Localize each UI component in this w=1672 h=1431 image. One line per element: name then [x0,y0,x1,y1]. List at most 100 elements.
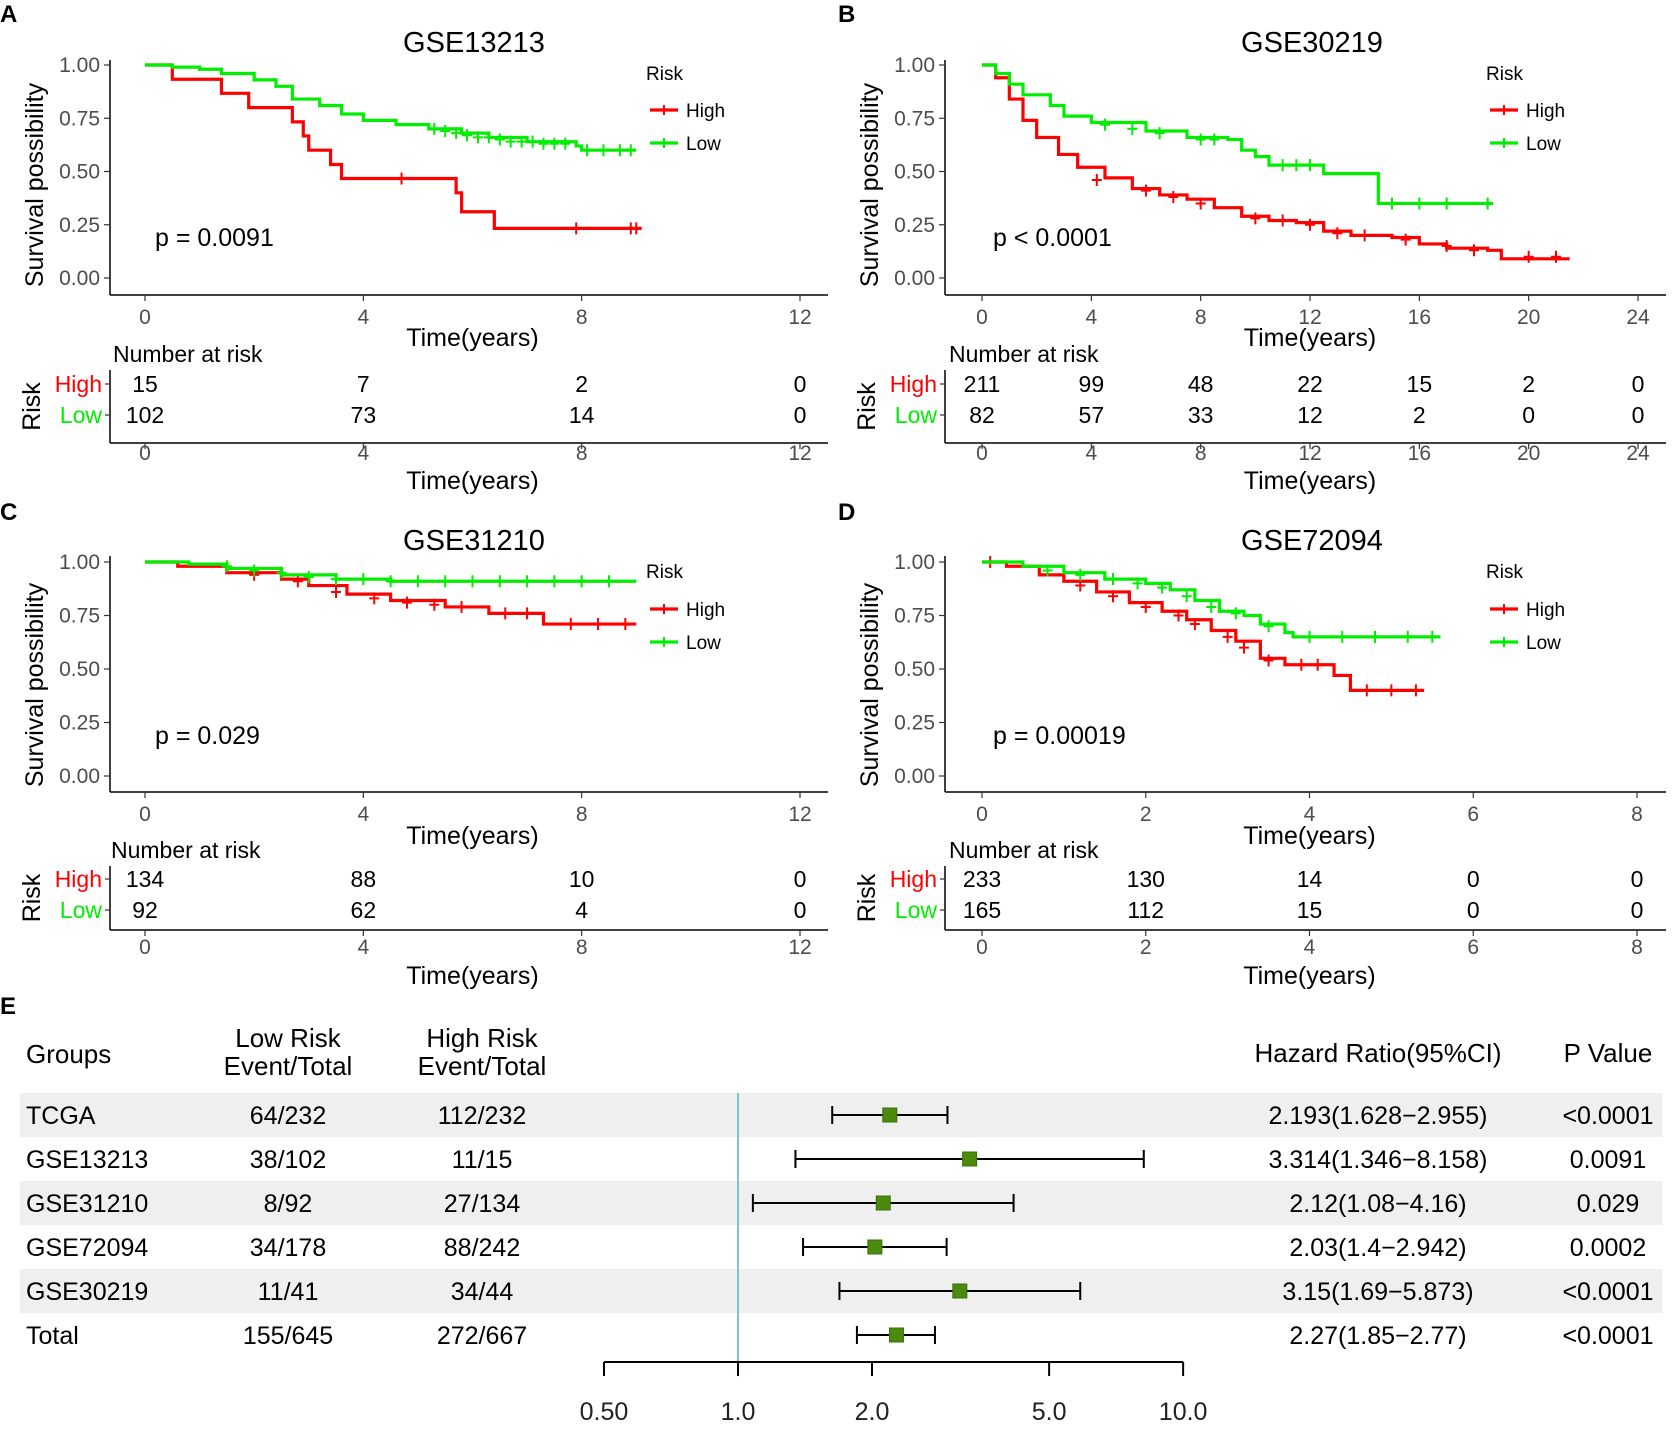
legend-label-low: Low [686,633,721,654]
risk-x-tick-label: 0 [139,442,151,465]
forest-low-event-total: 38/102 [250,1146,326,1174]
risk-count: 130 [1127,866,1165,892]
risk-x-tick-label: 8 [576,442,588,465]
forest-high-event-total: 34/44 [451,1278,514,1306]
censor-mark-high [1250,212,1261,225]
censor-mark-high [593,618,604,631]
x-tick-label: 6 [1467,803,1479,826]
censor-mark-high [500,607,511,620]
risk-x-tick-label: 24 [1626,442,1650,465]
censor-mark-high [1189,618,1200,631]
censor-mark-high [331,585,342,598]
legend-censor-mark [659,604,669,614]
censor-mark-high [1173,609,1184,622]
censor-mark-high [429,598,440,611]
y-tick-label: 0.00 [59,765,100,788]
censor-mark-high [1222,630,1233,643]
censor-mark-low [462,129,473,142]
x-tick-label: 2 [1140,803,1152,826]
panel-letter: A [0,1,17,28]
risk-table-title: Number at risk [949,341,1099,367]
risk-x-tick-label: 4 [357,442,369,465]
x-axis-title: Time(years) [406,822,538,850]
risk-table-x-title: Time(years) [406,467,538,495]
legend-censor-mark [1499,105,1509,115]
risk-count: 0 [1632,371,1645,397]
censor-mark-high [1168,191,1179,204]
survival-curve-high [145,63,642,230]
risk-row-label-high: High [55,866,102,892]
legend-label-low: Low [1526,134,1561,155]
forest-hr-ci: 3.15(1.69−5.873) [1282,1278,1473,1306]
risk-count: 165 [963,897,1001,923]
forest-high-event-total: 272/667 [437,1322,527,1350]
forest-hr-ci: 2.03(1.4−2.942) [1289,1234,1466,1262]
y-tick-label: 1.00 [894,551,935,574]
y-tick-label: 0.00 [894,765,935,788]
hazard-ratio-box [882,1107,898,1123]
hazard-ratio-box [888,1327,904,1343]
y-tick-label: 0.50 [894,161,935,184]
censor-mark-low [472,131,483,144]
y-tick-label: 0.25 [59,712,100,735]
chart-title: GSE31210 [403,525,545,557]
censor-mark-low [1157,581,1168,594]
censor-mark-high [1305,218,1315,231]
censor-mark-high [1091,174,1102,187]
forest-high-event-total: 11/15 [452,1146,513,1174]
censor-mark-high [571,222,582,235]
x-tick-label: 4 [1085,306,1097,329]
risk-count: 82 [969,402,995,428]
risk-table-y-title: Risk [18,873,46,922]
x-tick-label: 8 [576,803,588,826]
forest-x-tick-label: 5.0 [1032,1398,1067,1426]
risk-table-x-title: Time(years) [1243,962,1375,990]
censor-mark-low [358,573,369,586]
censor-mark-low [440,575,451,588]
censor-mark-high [396,172,407,185]
y-tick-label: 0.25 [894,214,935,237]
km-panel-a: A GSE13213 0.00 0.25 0.50 0.75 1.00 0 4 8 12 Surviv… [0,1,828,495]
y-axis-title: Survival possibility [856,82,884,287]
risk-count: 2 [1413,402,1426,428]
header-low-risk: Low Risk [235,1023,341,1053]
risk-count: 73 [351,402,377,428]
risk-count: 134 [126,866,165,892]
forest-hr-ci: 2.12(1.08−4.16) [1289,1190,1466,1218]
forest-hr-ci: 2.193(1.628−2.955) [1269,1102,1488,1130]
chart-title: GSE72094 [1241,525,1383,557]
censor-mark-low [331,573,342,586]
censor-mark-high [1263,654,1274,667]
x-tick-label: 16 [1408,306,1431,329]
censor-mark-low [1305,159,1315,172]
y-tick-label: 0.75 [894,605,935,628]
risk-count: 0 [1631,866,1644,892]
censor-mark-low [1209,133,1220,146]
risk-count: 0 [1467,897,1480,923]
survival-curve-high [982,63,1570,261]
risk-table-title: Number at risk [949,837,1099,863]
risk-count: 15 [1407,371,1433,397]
risk-count: 0 [794,866,807,892]
y-axis-title: Survival possibility [856,582,884,787]
risk-table-title: Number at risk [111,837,261,863]
risk-row-label-low: Low [60,402,103,428]
p-value-label: p = 0.029 [155,722,260,750]
survival-curve-low [982,560,1441,639]
forest-x-tick-label: 1.0 [721,1398,756,1426]
risk-count: 22 [1297,371,1323,397]
risk-count: 7 [357,371,370,397]
censor-mark-low [625,144,636,157]
risk-count: 0 [794,897,807,923]
risk-x-tick-label: 0 [976,442,988,465]
forest-group-label: GSE13213 [26,1146,148,1174]
censor-mark-low [1181,590,1192,603]
forest-x-tick-label: 10.0 [1159,1398,1208,1426]
risk-count: 2 [1522,371,1535,397]
km-panel-d: D GSE72094 0.00 0.25 0.50 0.75 1.00 0 2 4 6 8 Surviv… [838,499,1666,990]
forest-group-label: Total [26,1322,79,1350]
censor-mark-high [1312,658,1323,671]
censor-mark-high [1296,658,1307,671]
risk-x-tick-label: 12 [1298,442,1321,465]
